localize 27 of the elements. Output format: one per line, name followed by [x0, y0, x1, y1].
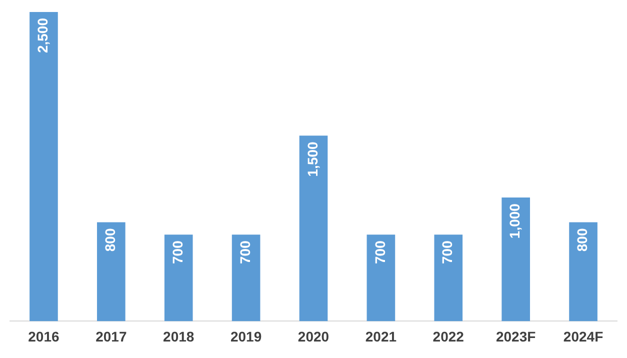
- x-tick-label: 2020: [298, 328, 330, 344]
- x-tick-label: 2021: [365, 328, 397, 344]
- x-tick-label: 2018: [163, 328, 194, 344]
- data-label: 700: [439, 240, 456, 264]
- bar: [502, 198, 530, 322]
- data-label: 2,500: [34, 18, 51, 54]
- x-tick-label: 2023F: [496, 328, 536, 344]
- data-label: 700: [372, 240, 388, 264]
- bar: [434, 234, 463, 322]
- bar: [97, 222, 126, 322]
- x-tick-label: 2016: [28, 328, 60, 344]
- data-label: 700: [236, 240, 253, 264]
- data-label: 1,000: [506, 203, 523, 239]
- x-tick-label: 2019: [230, 328, 262, 344]
- data-label: 700: [169, 240, 186, 264]
- bar: [164, 234, 193, 322]
- x-tick-label: 2017: [96, 328, 127, 344]
- data-label: 800: [574, 228, 590, 252]
- bar: [366, 234, 396, 322]
- bar: [232, 234, 260, 322]
- data-label: 1,500: [304, 141, 320, 177]
- data-label: 800: [102, 228, 118, 252]
- bar: [30, 12, 58, 322]
- bar: [299, 136, 328, 322]
- bar: [569, 222, 598, 322]
- x-tick-label: 2022: [432, 328, 464, 344]
- x-tick-label: 2024F: [563, 328, 604, 344]
